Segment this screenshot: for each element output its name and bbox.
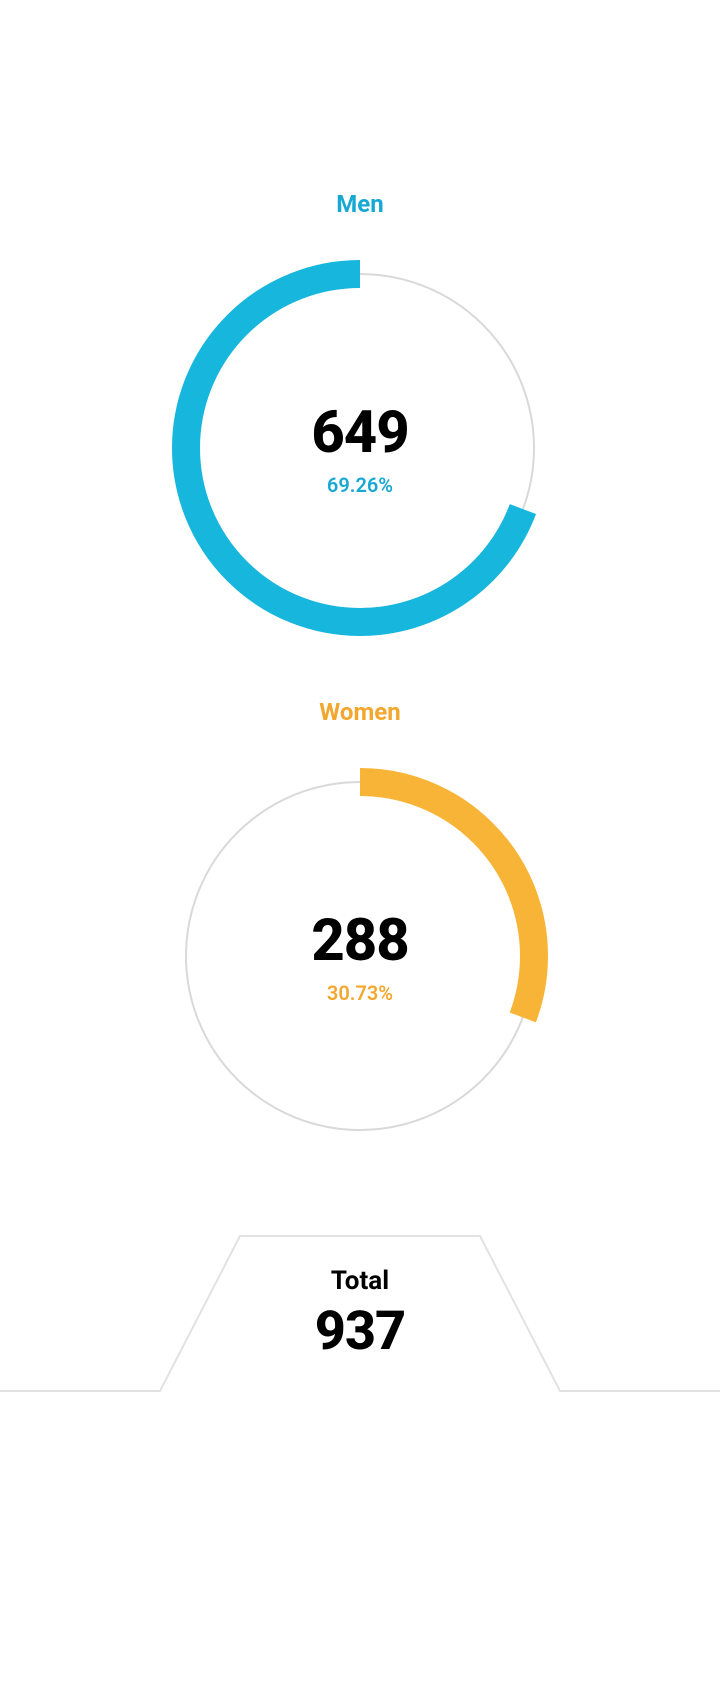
men-donut: 649 69.26%: [170, 258, 550, 638]
women-value: 288: [311, 907, 408, 975]
women-donut: 288 30.73%: [170, 766, 550, 1146]
men-chart-block: Men 649 69.26%: [170, 190, 550, 638]
women-title: Women: [319, 698, 400, 726]
men-value: 649: [311, 399, 408, 467]
total-text: Total 937: [315, 1226, 405, 1473]
women-donut-center: 288 30.73%: [170, 766, 550, 1146]
women-percent: 30.73%: [327, 981, 393, 1005]
total-label: Total: [331, 1266, 389, 1296]
women-chart-block: Women 288 30.73%: [170, 698, 550, 1146]
total-value: 937: [315, 1300, 405, 1363]
men-title: Men: [336, 190, 383, 218]
total-block: Total 937: [0, 1226, 720, 1473]
men-percent: 69.26%: [327, 473, 393, 497]
men-donut-center: 649 69.26%: [170, 258, 550, 638]
page: Men 649 69.26% Women 288 30.73% Total 937: [0, 0, 720, 1473]
